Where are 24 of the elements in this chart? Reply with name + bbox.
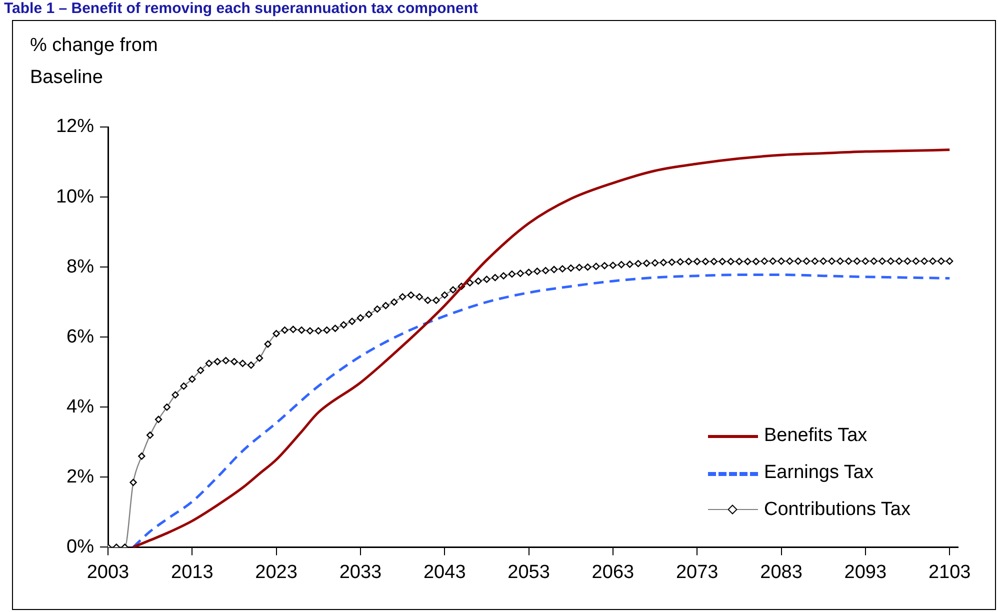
legend-label: Earnings Tax <box>764 462 874 484</box>
line-series <box>132 148 951 548</box>
x-tick-label: 2013 <box>171 562 214 583</box>
x-tick-label: 2083 <box>760 562 802 583</box>
y-tick-label: 6% <box>66 326 94 348</box>
x-tick-label: 2053 <box>508 562 550 583</box>
x-tick-label: 2103 <box>928 562 971 583</box>
x-tick-label: 2073 <box>676 562 718 583</box>
x-tick-label: 2093 <box>844 562 887 583</box>
x-tick-label: 2003 <box>86 562 130 583</box>
y-tick-label: 8% <box>66 256 94 278</box>
x-tick-label: 2063 <box>592 562 634 583</box>
legend-label: Contributions Tax <box>764 498 910 521</box>
x-tick-label: 2023 <box>255 562 298 583</box>
y-tick-label: 2% <box>66 466 94 488</box>
chart-title: Table 1 – Benefit of removing each superannuation tax component <box>4 0 478 17</box>
x-tick-label: 2043 <box>423 562 466 583</box>
y-axis-title: % change from Baseline <box>30 34 159 90</box>
legend-label: Benefits Tax <box>764 424 868 447</box>
y-tick-label: 0% <box>66 536 94 558</box>
y-tick-label: 12% <box>56 116 94 138</box>
y-tick-label: 4% <box>66 396 94 418</box>
y-tick-label: 10% <box>56 186 94 208</box>
x-tick-label: 2033 <box>339 562 382 583</box>
